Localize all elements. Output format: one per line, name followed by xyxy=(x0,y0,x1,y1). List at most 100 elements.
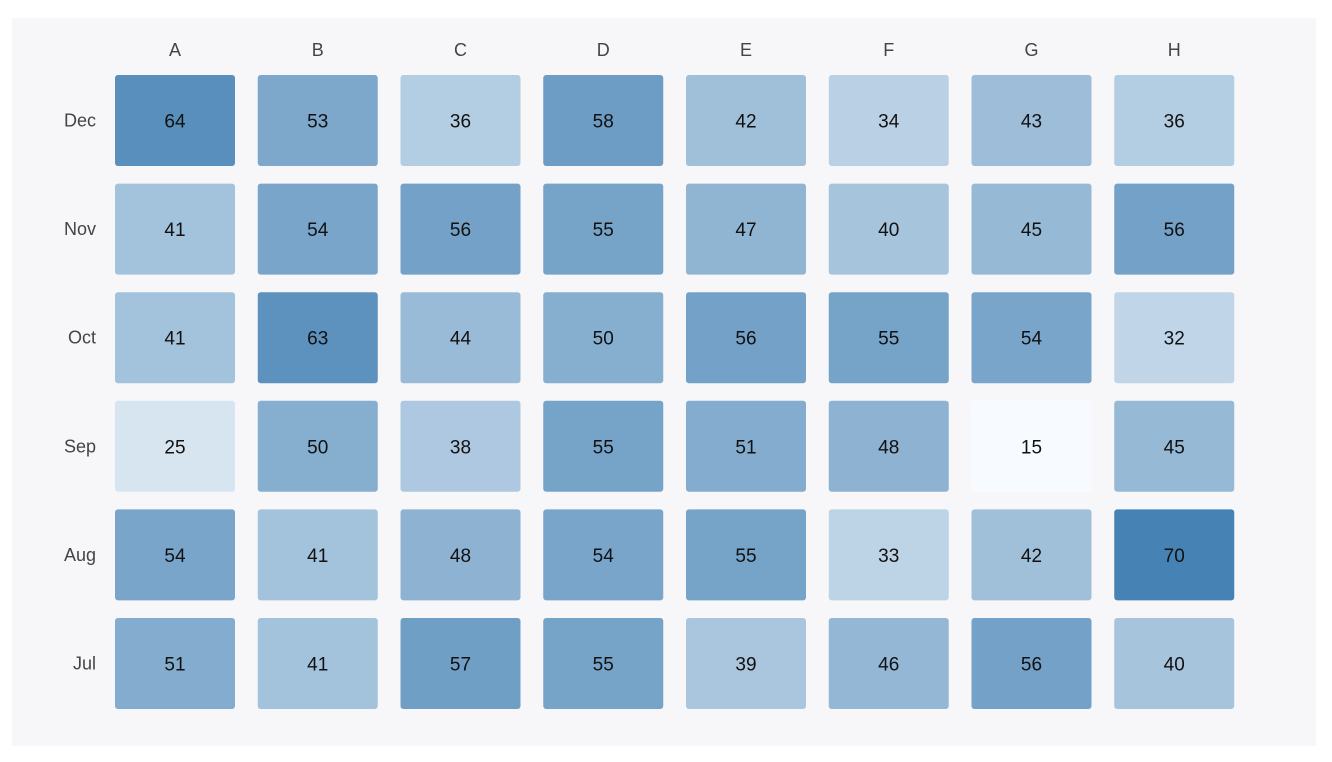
row-labels: Dec Nov Oct Sep Aug Jul xyxy=(64,111,96,674)
column-labels: A B C D E F G H xyxy=(169,40,1181,60)
column-label-d: D xyxy=(597,40,610,60)
cell-value-oct-c: 44 xyxy=(450,329,472,350)
row-label-jul: Jul xyxy=(73,654,96,674)
heatmap-cell-dec-d xyxy=(543,75,664,166)
heatmap-cell-nov-b xyxy=(257,183,378,275)
heatmap-cell-dec-c xyxy=(400,75,521,166)
heatmap-cell-dec-h xyxy=(1114,75,1235,166)
heatmap-cell-oct-e xyxy=(686,292,806,384)
cell-value-sep-f: 48 xyxy=(878,437,899,458)
heatmap-cell-jul-g xyxy=(971,618,1092,709)
column-label-e: E xyxy=(740,40,752,60)
cell-value-dec-c: 36 xyxy=(450,112,471,133)
heatmap-cell-aug-b xyxy=(257,509,378,601)
cell-value-oct-b: 63 xyxy=(307,329,328,350)
heatmap-cell-oct-d xyxy=(543,292,664,384)
heatmap-cell-aug-c xyxy=(400,509,521,601)
column-label-c: C xyxy=(454,40,467,60)
cell-value-aug-e: 55 xyxy=(735,546,756,567)
cell-value-sep-d: 55 xyxy=(593,437,614,458)
cell-value-oct-e: 56 xyxy=(735,329,756,350)
cell-value-dec-b: 53 xyxy=(307,112,328,133)
cell-value-nov-d: 55 xyxy=(593,220,614,241)
heatmap-cell-oct-b xyxy=(257,292,378,384)
cell-value-oct-h: 32 xyxy=(1164,329,1185,350)
cell-value-oct-f: 55 xyxy=(878,329,899,350)
cell-value-aug-b: 41 xyxy=(307,546,328,567)
cell-value-jul-a: 51 xyxy=(164,655,185,676)
heatmap-cell-nov-a xyxy=(115,183,235,275)
cell-value-aug-h: 70 xyxy=(1164,546,1185,567)
heatmap-cell-sep-d xyxy=(543,400,664,492)
heatmap-cell-sep-e xyxy=(686,400,806,492)
heatmap-cell-jul-d xyxy=(543,618,664,709)
column-label-g: G xyxy=(1024,40,1038,60)
heatmap-cell-sep-b xyxy=(257,400,378,492)
heatmap-cell-jul-c xyxy=(400,618,521,709)
row-label-oct: Oct xyxy=(68,328,96,348)
heatmap-cell-jul-f xyxy=(828,618,949,709)
cell-value-nov-b: 54 xyxy=(307,220,329,241)
cell-value-dec-g: 43 xyxy=(1021,112,1042,133)
cell-value-nov-c: 56 xyxy=(450,220,471,241)
row-label-nov: Nov xyxy=(64,219,96,239)
cell-value-jul-g: 56 xyxy=(1021,655,1042,676)
cell-value-nov-f: 40 xyxy=(878,220,899,241)
cell-value-sep-g: 15 xyxy=(1021,437,1042,458)
heatmap-cell-sep-f xyxy=(828,400,949,492)
heatmap-cell-aug-h xyxy=(1114,509,1235,601)
heatmap-cell-oct-g xyxy=(971,292,1092,384)
heatmap-cell-nov-h xyxy=(1114,183,1235,275)
cell-value-sep-a: 25 xyxy=(164,437,185,458)
heatmap-cell-sep-a xyxy=(115,400,235,492)
cell-value-aug-d: 54 xyxy=(593,546,615,567)
column-label-a: A xyxy=(169,40,181,60)
heatmap-cell-sep-c xyxy=(400,400,521,492)
cell-value-sep-e: 51 xyxy=(735,437,756,458)
cell-value-dec-h: 36 xyxy=(1164,112,1185,133)
column-label-h: H xyxy=(1168,40,1181,60)
cell-value-jul-c: 57 xyxy=(450,655,471,676)
heatmap-cell-dec-g xyxy=(971,75,1092,166)
cell-value-jul-h: 40 xyxy=(1164,655,1185,676)
cell-value-aug-a: 54 xyxy=(164,546,186,567)
heatmap-cells: 64 53 36 58 42 34 43 36 41 54 56 55 47 40 45 56 41 63 44 50… xyxy=(115,75,1235,709)
cell-value-nov-g: 45 xyxy=(1021,220,1042,241)
heatmap-cell-dec-b xyxy=(257,75,378,166)
cell-value-nov-h: 56 xyxy=(1164,220,1185,241)
heatmap-cell-oct-f xyxy=(828,292,949,384)
heatmap-cell-oct-h xyxy=(1114,292,1235,384)
cell-value-dec-a: 64 xyxy=(164,112,186,133)
heatmap-cell-nov-g xyxy=(971,183,1092,275)
cell-value-jul-f: 46 xyxy=(878,655,899,676)
heatmap-cell-jul-h xyxy=(1114,618,1235,709)
heatmap-cell-jul-b xyxy=(257,618,378,709)
cell-value-oct-g: 54 xyxy=(1021,329,1043,350)
cell-value-sep-c: 38 xyxy=(450,437,471,458)
heatmap-cell-sep-g xyxy=(971,400,1092,492)
cell-value-jul-d: 55 xyxy=(593,655,614,676)
heatmap-cell-dec-f xyxy=(828,75,949,166)
cell-value-oct-a: 41 xyxy=(164,329,185,350)
row-label-dec: Dec xyxy=(64,111,96,131)
cell-value-nov-a: 41 xyxy=(164,220,185,241)
column-label-f: F xyxy=(883,40,894,60)
cell-value-dec-d: 58 xyxy=(593,112,614,133)
heatmap-cell-oct-c xyxy=(400,292,521,384)
cell-value-sep-h: 45 xyxy=(1164,437,1185,458)
cell-value-sep-b: 50 xyxy=(307,437,328,458)
heatmap-cell-aug-g xyxy=(971,509,1092,601)
heatmap-cell-nov-f xyxy=(828,183,949,275)
cell-value-oct-d: 50 xyxy=(593,329,614,350)
cell-value-aug-f: 33 xyxy=(878,546,899,567)
heatmap-cell-oct-a xyxy=(115,292,235,384)
heatmap-cell-dec-e xyxy=(686,75,806,166)
row-label-sep: Sep xyxy=(64,436,96,456)
heatmap-cell-jul-a xyxy=(115,618,235,709)
heatmap-cell-aug-a xyxy=(115,509,235,601)
cell-value-aug-g: 42 xyxy=(1021,546,1042,567)
cell-value-dec-e: 42 xyxy=(735,112,756,133)
heatmap-cell-nov-d xyxy=(543,183,664,275)
cell-value-nov-e: 47 xyxy=(735,220,756,241)
heatmap-cell-aug-e xyxy=(686,509,806,601)
